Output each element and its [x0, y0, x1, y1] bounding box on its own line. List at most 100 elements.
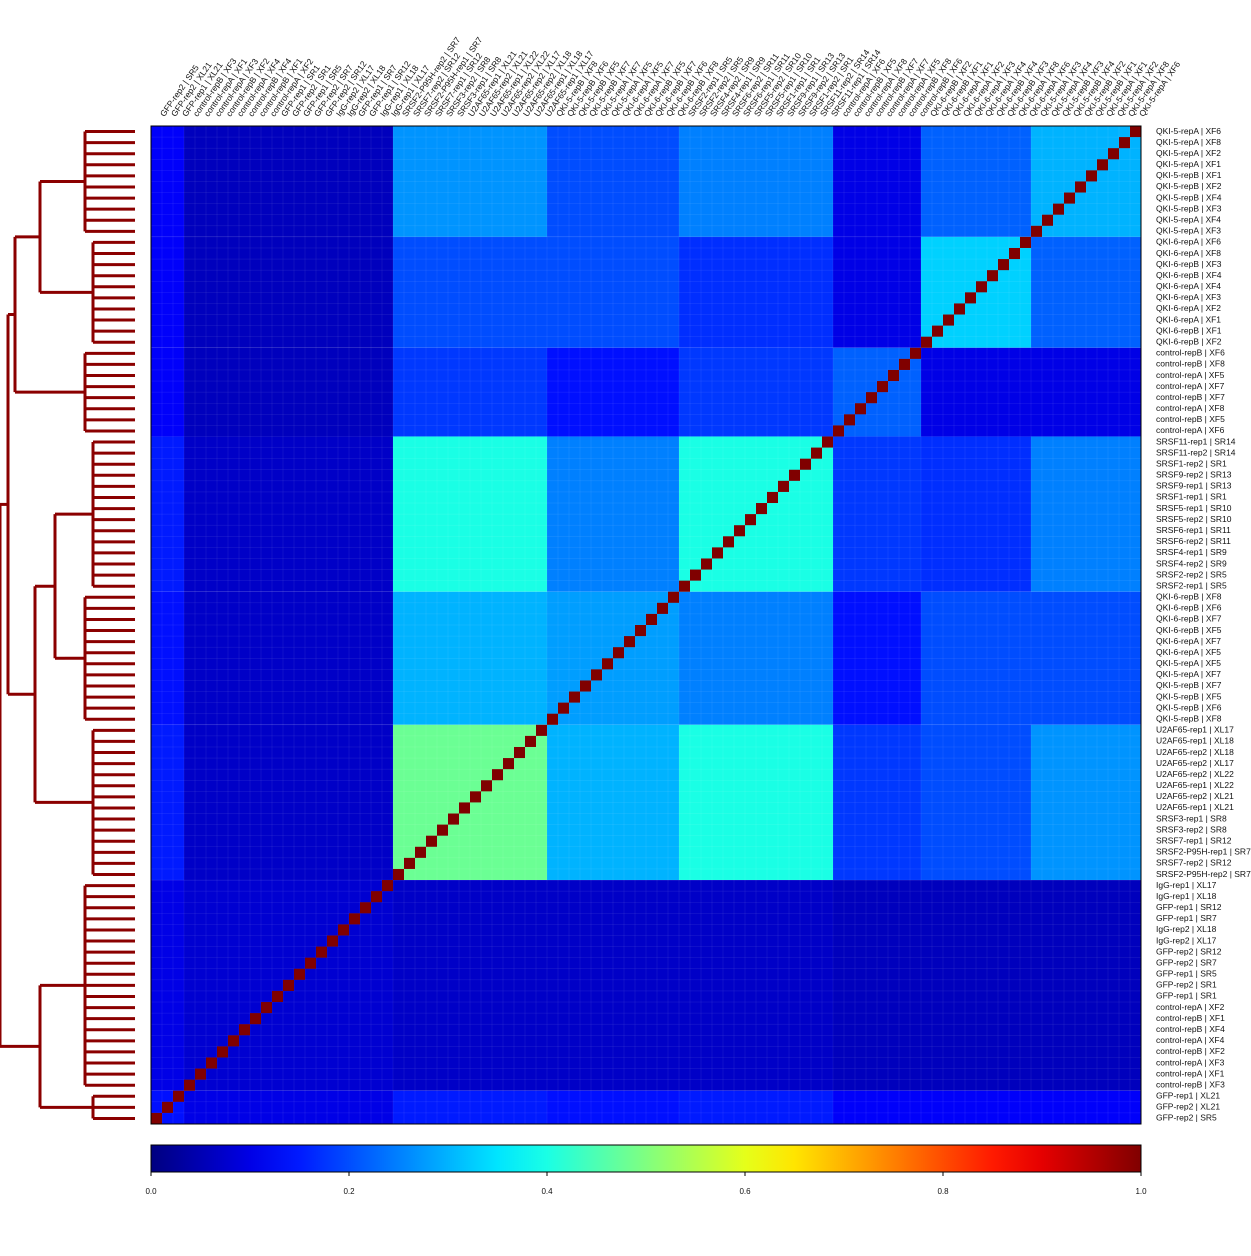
row-label: QKI-6-repA | XF3 [1156, 292, 1221, 302]
diagonal-cell [976, 281, 987, 293]
diagonal-cell [1075, 181, 1086, 193]
colorbar-tick-label: 0.0 [145, 1187, 157, 1196]
diagonal-cell [767, 491, 778, 504]
row-label: SRSF2-P95H-rep2 | SR7 [1156, 869, 1251, 879]
diagonal-cell [789, 469, 800, 481]
row-label: control-repA | XF4 [1156, 1035, 1225, 1045]
diagonal-cell [899, 358, 910, 370]
diagonal-cell [206, 1057, 217, 1069]
row-label: SRSF3-rep2 | SR8 [1156, 824, 1227, 834]
row-label: GFP-rep2 | SR1 [1156, 980, 1217, 990]
diagonal-cell [888, 369, 899, 382]
diagonal-cell [690, 569, 701, 581]
row-label: control-repA | XF8 [1156, 403, 1225, 413]
diagonal-cell [580, 680, 591, 692]
heatmap-block [1031, 880, 1141, 1091]
diagonal-cell [272, 990, 283, 1003]
row-label: U2AF65-rep1 | XL21 [1156, 802, 1234, 812]
heatmap-block [151, 126, 184, 237]
row-label: U2AF65-rep2 | XL17 [1156, 758, 1234, 768]
row-label: SRSF9-rep2 | SR13 [1156, 470, 1232, 480]
row-label: IgG-rep2 | XL17 [1156, 935, 1217, 945]
diagonal-cell [459, 802, 470, 814]
row-label: GFP-rep1 | SR1 [1156, 991, 1217, 1001]
row-label: SRSF5-rep1 | SR10 [1156, 503, 1232, 513]
heatmap-block [679, 591, 833, 725]
row-label: control-repA | XF1 [1156, 1068, 1225, 1078]
heatmap-block [184, 236, 393, 348]
diagonal-cell [547, 713, 558, 725]
diagonal-cell [822, 436, 833, 448]
row-label: QKI-6-repB | XF6 [1156, 603, 1222, 613]
row-label: SRSF9-rep1 | SR13 [1156, 481, 1232, 491]
row-label: IgG-rep1 | XL17 [1156, 880, 1217, 890]
row-label: QKI-5-repB | XF6 [1156, 702, 1222, 712]
heatmap-block [151, 724, 184, 881]
diagonal-cell [173, 1090, 184, 1102]
heatmap-block [833, 236, 921, 348]
diagonal-cell [679, 580, 690, 592]
heatmap-block [921, 724, 1031, 881]
row-label: SRSF2-P95H-rep1 | SR7 [1156, 847, 1251, 857]
diagonal-cell [283, 979, 294, 991]
diagonal-cell [327, 935, 338, 947]
diagonal-cell [404, 857, 415, 869]
row-label: SRSF4-rep2 | SR9 [1156, 558, 1227, 568]
heatmap-block [833, 1090, 921, 1124]
row-label: U2AF65-rep2 | XL18 [1156, 747, 1234, 757]
row-label: SRSF7-rep1 | SR12 [1156, 835, 1232, 845]
heatmap-block [393, 347, 547, 437]
diagonal-cell [954, 303, 965, 315]
heatmap-block [151, 591, 184, 725]
diagonal-cell [756, 503, 767, 515]
row-label: QKI-5-repA | XF1 [1156, 159, 1221, 169]
row-label: QKI-6-repA | XF4 [1156, 281, 1221, 291]
diagonal-cell [1097, 159, 1108, 171]
row-label: GFP-rep1 | SR5 [1156, 969, 1217, 979]
heatmap-block [921, 436, 1031, 592]
row-label: QKI-6-repA | XF6 [1156, 237, 1221, 247]
diagonal-cell [921, 336, 932, 348]
row-label: control-repA | XF5 [1156, 370, 1225, 380]
diagonal-cell [492, 769, 503, 781]
colorbar-tick-label: 0.4 [541, 1187, 553, 1196]
diagonal-cell [932, 325, 943, 337]
diagonal-cell [349, 913, 360, 925]
row-label: U2AF65-rep2 | XL21 [1156, 791, 1234, 801]
row-label: SRSF7-rep2 | SR12 [1156, 858, 1232, 868]
diagonal-cell [217, 1046, 228, 1058]
heatmap-block [547, 236, 679, 348]
heatmap-block [833, 880, 921, 1091]
heatmap-block [184, 347, 393, 437]
row-label: QKI-6-repB | XF1 [1156, 325, 1222, 335]
row-label: QKI-5-repA | XF5 [1156, 658, 1221, 668]
heatmap-block [679, 1090, 833, 1124]
diagonal-cell [1064, 192, 1075, 204]
heatmap-block [184, 126, 393, 237]
diagonal-cell [195, 1068, 206, 1080]
heatmap-block [679, 126, 833, 237]
diagonal-cell [1086, 170, 1097, 182]
diagonal-cell [745, 514, 756, 526]
diagonal-cell [965, 292, 976, 304]
diagonal-cell [778, 480, 789, 492]
heatmap-block [151, 236, 184, 348]
diagonal-cell [910, 347, 921, 359]
diagonal-cell [1031, 225, 1042, 237]
diagonal-cell [228, 1035, 239, 1047]
row-label: QKI-5-repA | XF3 [1156, 226, 1221, 236]
colorbar [150, 1144, 1142, 1173]
row-label: GFP-rep1 | SR7 [1156, 913, 1217, 923]
heatmap-block [1031, 724, 1141, 881]
row-label: U2AF65-rep1 | XL22 [1156, 780, 1234, 790]
row-label: SRSF11-rep2 | SR14 [1156, 447, 1236, 457]
row-label: GFP-rep2 | SR12 [1156, 946, 1222, 956]
row-label: QKI-5-repB | XF1 [1156, 170, 1222, 180]
heatmap-block [184, 1090, 393, 1124]
heatmap-block [921, 1090, 1031, 1124]
row-label: U2AF65-rep1 | XL18 [1156, 736, 1234, 746]
heatmap-block [151, 436, 184, 592]
diagonal-cell [877, 381, 888, 393]
heatmap-block [393, 126, 547, 237]
row-label: GFP-rep1 | SR12 [1156, 902, 1222, 912]
